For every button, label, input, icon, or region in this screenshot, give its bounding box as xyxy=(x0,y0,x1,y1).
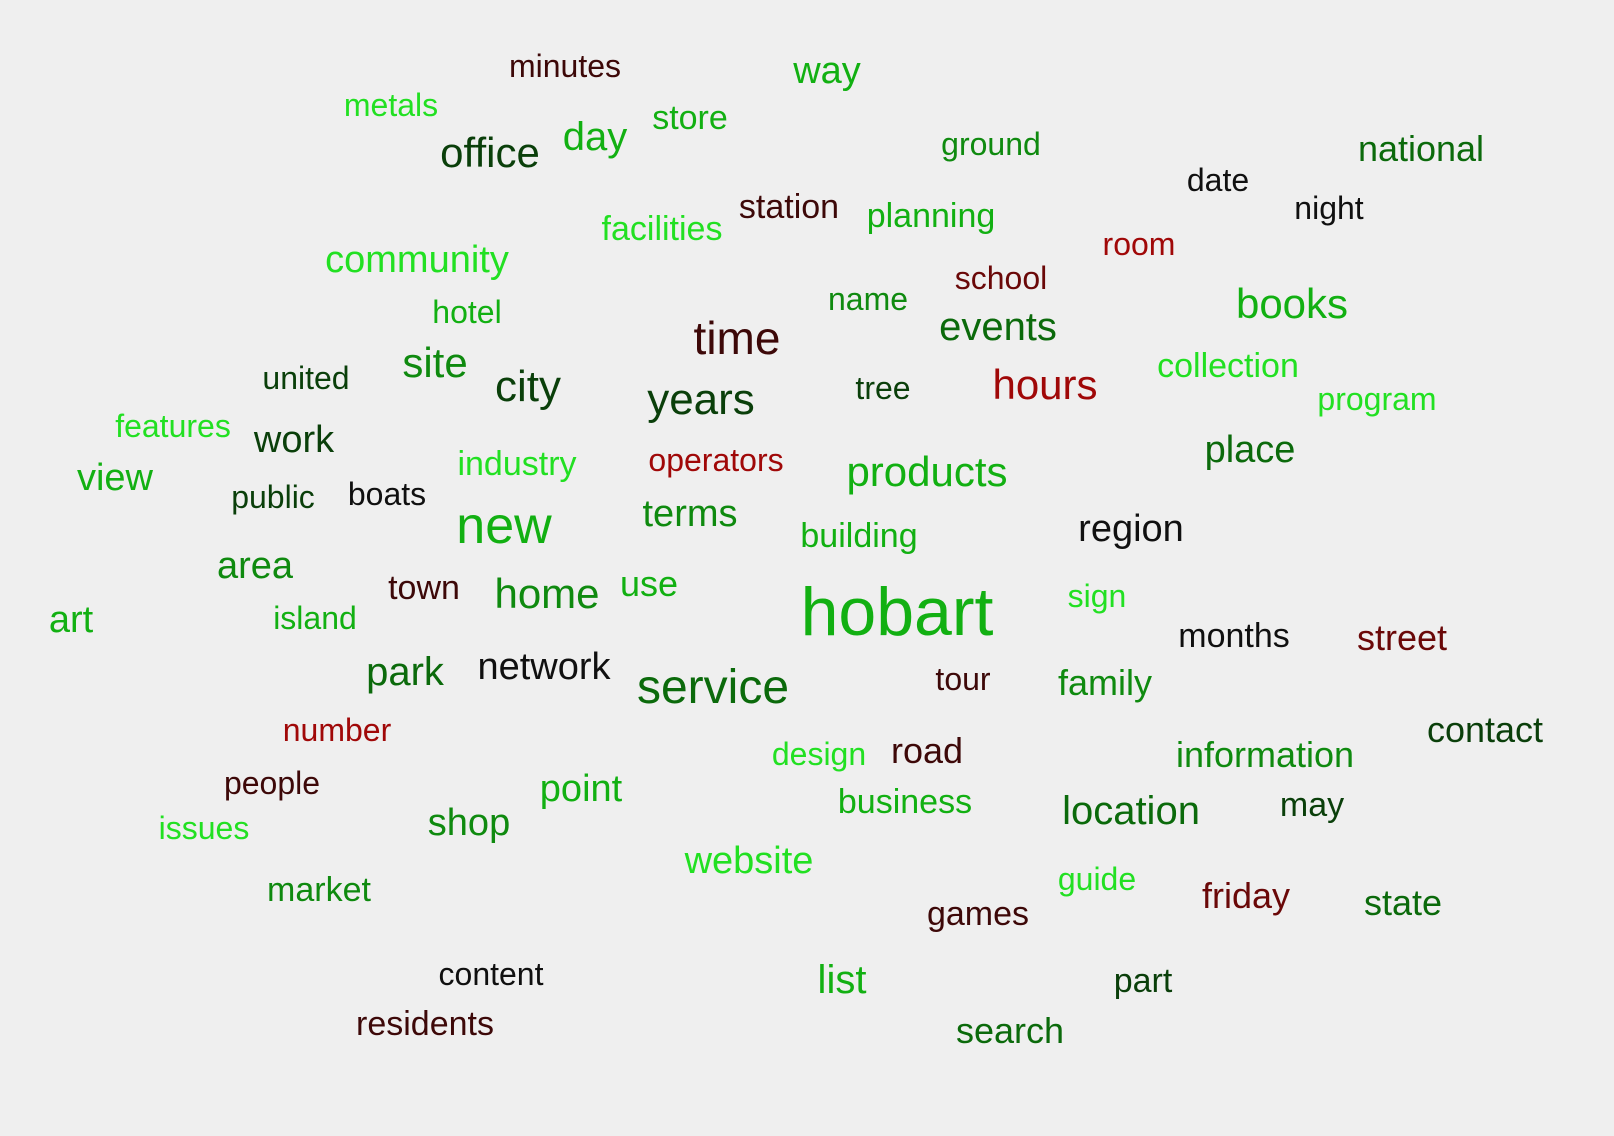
word-tree: tree xyxy=(855,370,911,406)
word-operators: operators xyxy=(648,442,784,478)
word-city: city xyxy=(495,362,561,411)
word-art: art xyxy=(48,599,94,641)
word-street: street xyxy=(1356,617,1448,658)
word-united: united xyxy=(262,360,350,396)
word-service: service xyxy=(636,661,790,714)
word-terms: terms xyxy=(642,493,738,535)
word-station: station xyxy=(738,188,840,226)
word-content: content xyxy=(438,956,544,992)
word-boats: boats xyxy=(347,476,427,512)
word-planning: planning xyxy=(866,197,996,235)
word-use: use xyxy=(619,563,679,604)
word-time: time xyxy=(693,312,781,364)
word-market: market xyxy=(267,871,371,909)
word-residents: residents xyxy=(356,1005,494,1043)
word-island: island xyxy=(273,600,357,636)
word-sign: sign xyxy=(1067,578,1127,614)
word-network: network xyxy=(477,646,611,688)
word-part: part xyxy=(1113,962,1173,1000)
word-place: place xyxy=(1204,429,1296,471)
word-building: building xyxy=(800,517,918,555)
word-family: family xyxy=(1057,662,1153,703)
word-business: business xyxy=(837,783,973,821)
word-industry: industry xyxy=(457,445,577,483)
word-list: list xyxy=(817,958,867,1002)
word-people: people xyxy=(223,765,321,801)
word-minutes: minutes xyxy=(508,48,622,84)
word-office: office xyxy=(440,129,540,176)
word-road: road xyxy=(890,730,964,771)
word-store: store xyxy=(652,99,728,137)
word-events: events xyxy=(939,305,1057,349)
word-park: park xyxy=(366,650,444,694)
word-may: may xyxy=(1279,786,1345,824)
word-program: program xyxy=(1317,381,1437,417)
word-years: years xyxy=(647,375,755,424)
word-site: site xyxy=(402,339,468,386)
word-night: night xyxy=(1294,190,1364,226)
word-way: way xyxy=(793,50,861,92)
word-shop: shop xyxy=(427,802,511,844)
word-search: search xyxy=(955,1010,1065,1051)
word-date: date xyxy=(1186,162,1250,198)
word-ground: ground xyxy=(941,126,1041,162)
word-name: name xyxy=(827,281,909,317)
word-information: information xyxy=(1175,734,1355,775)
word-months: months xyxy=(1178,617,1290,655)
word-hobart: hobart xyxy=(800,574,994,650)
word-number: number xyxy=(282,712,392,748)
word-guide: guide xyxy=(1057,861,1137,897)
word-town: town xyxy=(388,569,460,607)
word-friday: friday xyxy=(1201,875,1291,916)
word-contact: contact xyxy=(1426,709,1544,750)
word-public: public xyxy=(231,479,315,515)
word-website: website xyxy=(684,840,814,882)
word-work: work xyxy=(253,419,335,461)
word-home: home xyxy=(494,570,600,617)
word-national: national xyxy=(1357,128,1485,169)
word-design: design xyxy=(771,736,867,772)
word-games: games xyxy=(926,895,1030,933)
word-region: region xyxy=(1078,508,1184,550)
word-tour: tour xyxy=(935,661,991,697)
word-day: day xyxy=(562,115,628,159)
word-features: features xyxy=(115,408,231,444)
word-hours: hours xyxy=(992,361,1098,408)
word-room: room xyxy=(1102,226,1176,262)
word-location: location xyxy=(1062,789,1200,833)
word-metals: metals xyxy=(343,87,439,123)
word-products: products xyxy=(846,448,1008,495)
word-books: books xyxy=(1235,280,1349,327)
word-hotel: hotel xyxy=(432,294,502,330)
word-issues: issues xyxy=(158,810,250,846)
word-state: state xyxy=(1363,882,1443,923)
word-facilities: facilities xyxy=(601,210,723,248)
word-new: new xyxy=(456,497,552,555)
word-view: view xyxy=(76,457,154,499)
word-school: school xyxy=(954,260,1048,296)
word-collection: collection xyxy=(1157,347,1299,385)
word-point: point xyxy=(539,768,623,810)
word-community: community xyxy=(325,239,509,281)
word-area: area xyxy=(216,545,294,587)
